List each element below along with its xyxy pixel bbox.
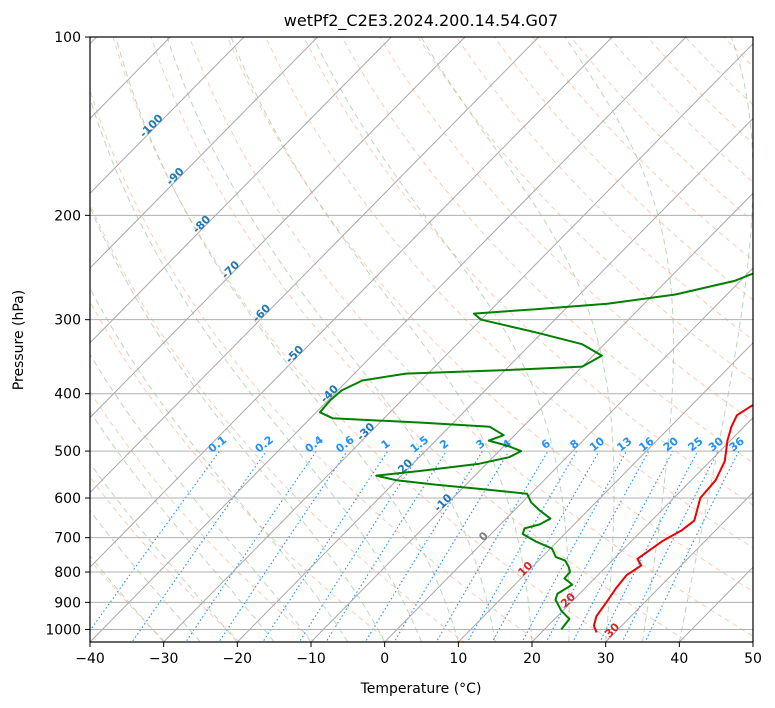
y-axis: 1000 900 800 700 600 500 400 300 200 100 [45, 30, 90, 638]
moist-adiabat [312, 37, 570, 642]
dry-adiabat [90, 88, 540, 642]
background-lines [90, 37, 753, 642]
dewpoint-line [318, 272, 753, 631]
isotherm-line [310, 192, 753, 642]
moist-adiabat [115, 37, 459, 642]
x-tick-label: −30 [149, 651, 179, 667]
moist-adiabat [230, 37, 533, 642]
isotherm-line [90, 37, 687, 642]
x-tick-label: −10 [296, 651, 326, 667]
isotherm-line [604, 491, 753, 642]
moist-adiabat [90, 410, 275, 642]
x-tick-label: 0 [380, 651, 389, 667]
plot-background [90, 37, 753, 642]
dry-adiabat [455, 37, 753, 341]
moist-adiabat [90, 206, 386, 642]
y-tick-label: 400 [54, 387, 81, 403]
isotherm-line [90, 37, 540, 494]
y-tick-label: 100 [54, 30, 81, 46]
dry-adiabat [379, 37, 753, 422]
moist-adiabat [90, 287, 349, 642]
x-tick-label: −40 [75, 651, 105, 667]
isotherm-line [90, 37, 392, 344]
x-tick-label: 40 [670, 651, 688, 667]
dry-adiabat [341, 37, 753, 464]
isotherm-line [90, 37, 319, 269]
x-tick-label: 30 [597, 651, 615, 667]
moist-adiabat [90, 96, 422, 642]
profile-series [318, 272, 753, 633]
y-tick-label: 700 [54, 531, 81, 547]
isotherm-line [90, 37, 613, 568]
x-tick-label: −20 [223, 651, 253, 667]
dry-adiabat [150, 37, 690, 642]
isotherm-line [236, 117, 753, 642]
chart-title: wetPf2_C2E3.2024.200.14.54.G07 [284, 11, 558, 31]
y-tick-label: 300 [54, 313, 81, 329]
x-tick-label: 20 [523, 651, 541, 667]
y-tick-label: 600 [54, 491, 81, 507]
isotherm-line [162, 42, 753, 642]
isotherm-line [383, 267, 753, 642]
dry-adiabat [265, 37, 753, 549]
dry-adiabat [90, 390, 316, 642]
y-tick-label: 1000 [45, 622, 81, 638]
moist-adiabat [90, 510, 201, 642]
x-tick-label: 50 [744, 651, 762, 667]
dry-adiabat [90, 300, 391, 642]
moist-adiabat [564, 37, 674, 642]
temperature-line [592, 404, 753, 633]
isotherm-line [531, 416, 753, 642]
y-tick-label: 500 [54, 444, 81, 460]
plot-frame [89, 36, 754, 643]
y-axis-title: Pressure (hPa) [11, 290, 27, 390]
y-tick-label: 200 [54, 208, 81, 224]
moist-adiabat [678, 37, 753, 642]
isotherm-line [90, 37, 245, 194]
y-tick-label: 800 [54, 565, 81, 581]
isotherm-line [90, 37, 466, 419]
isotherm-line [457, 342, 753, 642]
x-tick-label: 10 [449, 651, 467, 667]
moist-adiabat [166, 37, 496, 642]
x-axis: −40 −30 −20 −10 0 10 20 30 40 50 [75, 642, 762, 667]
y-tick-label: 900 [54, 595, 81, 611]
dry-adiabat [90, 476, 241, 642]
moist-adiabat [90, 462, 238, 642]
x-axis-title: Temperature (°C) [360, 681, 482, 697]
